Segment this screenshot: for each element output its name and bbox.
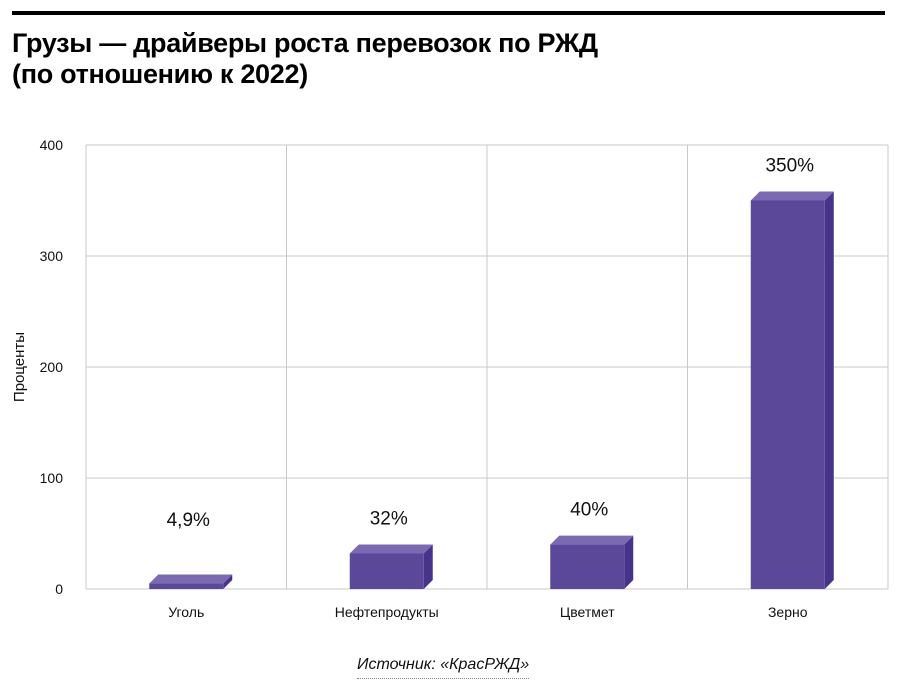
y-axis-label: Проценты <box>11 332 28 402</box>
x-tick-label: Цветмет <box>560 604 615 620</box>
x-tick-label: Уголь <box>168 604 204 620</box>
y-tick-label: 400 <box>40 137 64 153</box>
bar-side <box>624 535 634 589</box>
data-label: 32% <box>370 508 408 529</box>
bar-top <box>149 574 233 584</box>
bar <box>550 544 625 589</box>
bar-top <box>550 535 634 545</box>
y-tick-label: 100 <box>40 470 64 486</box>
bar-top <box>750 191 834 201</box>
y-tick-label: 0 <box>55 581 63 597</box>
title-line-1: Грузы — драйверы роста перевозок по РЖД <box>12 28 598 58</box>
chart-title: Грузы — драйверы роста перевозок по РЖД … <box>12 28 598 90</box>
bar-side <box>824 191 834 589</box>
source-note: Источник: «КрасРЖД» <box>357 656 530 679</box>
title-line-2: (по отношению к 2022) <box>12 59 308 89</box>
bar-side <box>423 544 433 589</box>
bar-side <box>223 574 233 589</box>
data-label: 4,9% <box>167 510 210 531</box>
y-tick-label: 300 <box>40 248 64 264</box>
x-tick-label: Зерно <box>768 604 808 620</box>
bar <box>149 583 224 589</box>
x-tick-label: Нефтепродукты <box>335 604 439 620</box>
y-tick-label: 200 <box>40 359 64 375</box>
data-label: 350% <box>765 156 814 177</box>
top-rule <box>12 11 885 15</box>
bar <box>750 200 825 589</box>
bar-top <box>349 544 433 554</box>
bar <box>349 553 424 589</box>
data-label: 40% <box>570 500 608 521</box>
